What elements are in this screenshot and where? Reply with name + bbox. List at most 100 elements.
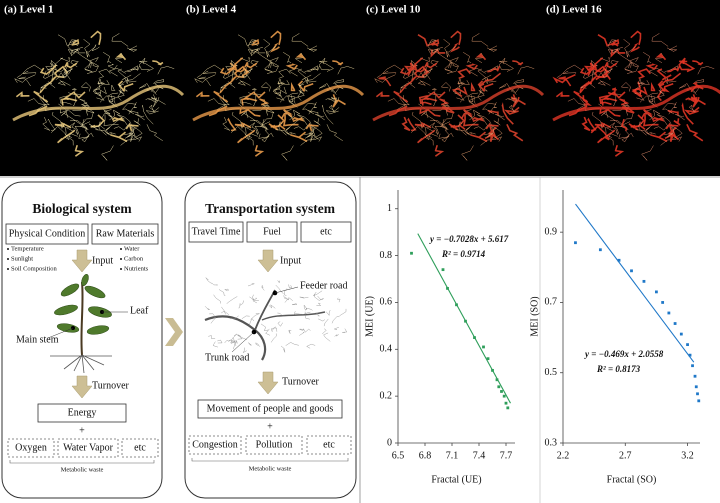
road: [297, 68, 312, 81]
waste-label: Pollution: [256, 439, 293, 450]
road: [306, 45, 318, 52]
road: [438, 132, 454, 139]
road: [620, 82, 631, 92]
feeder: [303, 328, 311, 333]
road: [280, 109, 293, 119]
road: [145, 97, 157, 103]
part-label: Leaf: [130, 305, 149, 316]
road: [399, 75, 417, 94]
road: [86, 61, 99, 74]
road: [269, 42, 280, 53]
step-label: Turnover: [282, 376, 320, 387]
road: [645, 63, 658, 70]
feeder: [284, 288, 288, 296]
road: [308, 102, 317, 115]
road: [117, 80, 134, 93]
road: [608, 133, 618, 146]
road: [285, 127, 293, 136]
flow-arrow: [257, 249, 279, 273]
waste-caption: Metabolic waste: [249, 465, 292, 472]
road: [152, 60, 164, 66]
point: [574, 241, 577, 245]
road: [128, 127, 137, 138]
road: [459, 95, 476, 104]
road: [450, 30, 462, 45]
point: [506, 406, 510, 410]
point: [504, 401, 508, 405]
road: [598, 95, 612, 106]
road: [71, 48, 81, 55]
road: [248, 133, 258, 146]
road: [594, 121, 612, 129]
part-label: Trunk road: [205, 352, 249, 363]
input-label: Physical Condition: [9, 228, 85, 239]
road: [556, 64, 583, 78]
road: [129, 123, 143, 139]
road: [109, 109, 121, 121]
road: [431, 48, 441, 55]
road: [70, 120, 90, 136]
road: [297, 80, 314, 93]
system-title: Biological system: [32, 201, 132, 216]
road: [116, 114, 134, 128]
road: [448, 123, 466, 131]
road: [282, 114, 299, 127]
fit-line: [417, 233, 511, 404]
point: [500, 390, 503, 393]
road: [295, 53, 307, 61]
road: [441, 111, 454, 126]
road: [658, 72, 682, 87]
material: Nutrients: [124, 265, 149, 272]
road: [98, 78, 110, 85]
system-frame: [184, 181, 357, 499]
road: [412, 57, 424, 73]
road: [495, 113, 505, 121]
road: [111, 33, 129, 47]
road: [79, 98, 88, 105]
input-box: [188, 221, 244, 243]
road: [139, 83, 157, 95]
road: [470, 131, 488, 143]
road: [57, 34, 79, 47]
y-tick-label: 0.3: [545, 437, 558, 448]
feeder: [270, 333, 277, 343]
road: [631, 86, 648, 98]
road: [378, 76, 392, 87]
road: [91, 44, 100, 52]
road: [668, 102, 677, 115]
road: [626, 61, 639, 74]
road: [473, 119, 488, 131]
road: [195, 91, 210, 98]
road: [449, 42, 460, 53]
road: [489, 123, 503, 139]
road: [333, 79, 344, 84]
road: [65, 126, 74, 138]
road: [645, 127, 653, 136]
road: [219, 64, 237, 75]
road: [411, 111, 425, 130]
road: [667, 65, 681, 73]
road: [614, 144, 625, 157]
feeder: [315, 312, 321, 317]
road: [78, 132, 94, 139]
plus: +: [79, 425, 85, 436]
road: [59, 108, 81, 117]
road: [664, 126, 675, 138]
road: [488, 102, 497, 115]
road: [82, 104, 90, 116]
waste-label: Water Vapor: [63, 442, 113, 453]
road: [16, 64, 43, 78]
road: [373, 74, 396, 83]
road: [627, 59, 638, 67]
road: [440, 82, 451, 92]
road: [458, 78, 470, 85]
road: [697, 66, 715, 75]
river: [192, 84, 365, 122]
road: [261, 134, 270, 143]
output-box: [37, 403, 127, 423]
road: [88, 123, 106, 131]
feeder: [299, 296, 309, 299]
road: [157, 66, 175, 75]
x-tick-label: 7.4: [473, 450, 486, 461]
road: [442, 104, 450, 116]
